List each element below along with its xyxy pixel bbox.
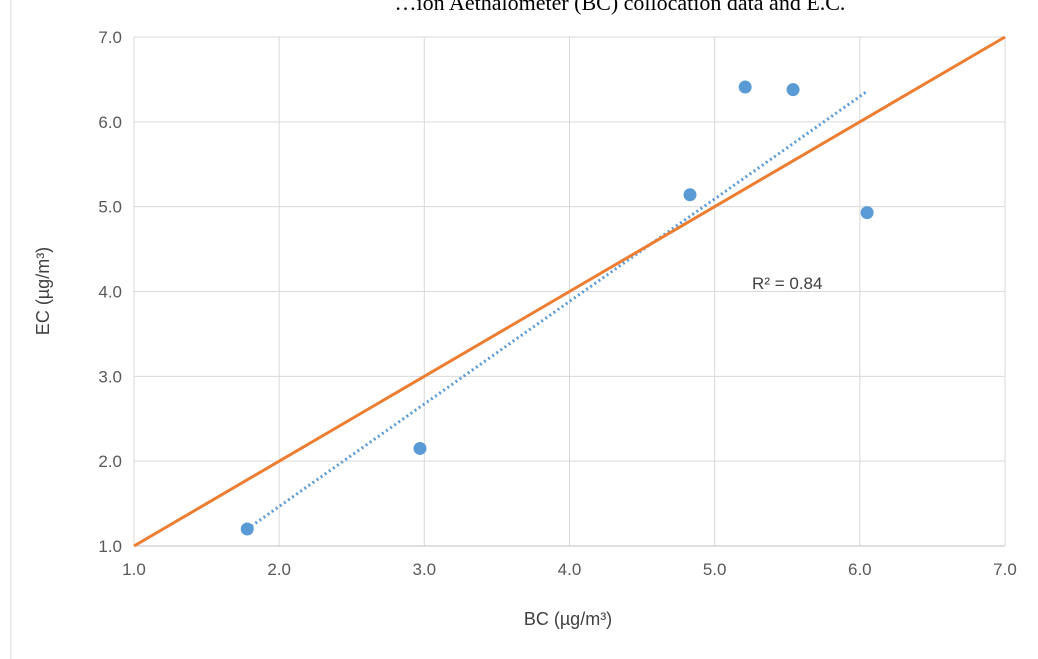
y-tick-label: 4.0 <box>98 283 122 302</box>
x-axis-title: BC (µg/m³) <box>524 609 612 629</box>
x-tick-label: 1.0 <box>122 560 146 579</box>
y-tick-label: 6.0 <box>98 113 122 132</box>
chart-title: …ion Aethalometer (BC) collocation data … <box>395 0 846 15</box>
data-point <box>413 441 427 455</box>
x-tick-label: 2.0 <box>267 560 291 579</box>
x-tick-labels: 1.0 2.0 3.0 4.0 5.0 6.0 7.0 <box>122 560 1017 579</box>
data-point <box>786 83 800 97</box>
y-tick-label: 3.0 <box>98 367 122 386</box>
series-layer <box>133 35 1006 548</box>
axes <box>133 37 1005 547</box>
y-tick-label: 1.0 <box>98 537 122 556</box>
x-tick-label: 5.0 <box>703 560 727 579</box>
annotations: R² = 0.84 <box>752 274 822 293</box>
y-axis-title: EC (µg/m³) <box>33 247 53 335</box>
r-squared-label: R² = 0.84 <box>752 274 822 293</box>
y-tick-labels: 1.0 2.0 3.0 4.0 5.0 6.0 7.0 <box>98 28 122 556</box>
y-tick-label: 7.0 <box>98 28 122 47</box>
data-point <box>738 80 752 94</box>
x-tick-label: 7.0 <box>993 560 1017 579</box>
data-point <box>860 206 874 220</box>
data-point <box>240 522 254 536</box>
trendline <box>246 90 868 531</box>
x-tick-label: 4.0 <box>558 560 582 579</box>
y-tick-label: 2.0 <box>98 452 122 471</box>
x-tick-label: 3.0 <box>413 560 437 579</box>
data-point <box>683 188 697 202</box>
x-tick-label: 6.0 <box>848 560 872 579</box>
y-tick-label: 5.0 <box>98 198 122 217</box>
one-to-one-line <box>133 35 1006 548</box>
